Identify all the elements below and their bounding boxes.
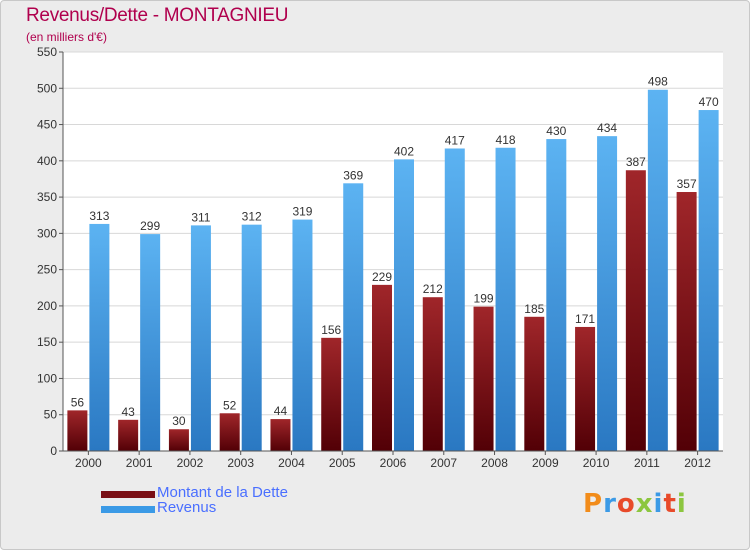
data-label-revenus: 417 — [445, 133, 465, 147]
bar-dette — [118, 419, 139, 451]
y-tick-label: 400 — [37, 154, 57, 168]
data-label-revenus: 319 — [292, 205, 312, 219]
logo-letter: t — [663, 489, 677, 519]
logo-letter: x — [635, 489, 654, 519]
bar-dette — [372, 284, 392, 451]
x-tick-label: 2000 — [75, 456, 102, 470]
data-label-revenus: 369 — [343, 168, 363, 182]
x-tick-label: 2001 — [126, 456, 153, 470]
x-tick-label: 2011 — [634, 456, 660, 470]
y-tick-label: 300 — [37, 226, 57, 240]
bar-dette — [219, 413, 240, 451]
data-label-dette: 229 — [372, 270, 392, 284]
bar-revenus — [89, 223, 110, 451]
y-tick-label: 350 — [37, 190, 57, 204]
chart-subtitle: (en milliers d'€) — [26, 30, 107, 44]
data-label-dette: 185 — [524, 302, 544, 316]
data-label-revenus: 402 — [394, 144, 414, 158]
y-tick-label: 250 — [37, 263, 57, 277]
bar-revenus — [546, 139, 567, 451]
chart-title: Revenus/Dette - MONTAGNIEU — [26, 5, 289, 26]
proxiti-logo: Proxiti — [583, 489, 687, 519]
x-tick-label: 2004 — [278, 456, 305, 470]
data-label-dette: 44 — [274, 404, 288, 418]
data-label-dette: 30 — [172, 414, 186, 428]
x-tick-label: 2006 — [380, 456, 407, 470]
bar-revenus — [597, 136, 618, 452]
y-tick-label: 500 — [37, 81, 57, 95]
bar-dette — [524, 316, 545, 451]
grid-lines — [63, 51, 723, 452]
bars: 56 313 43 299 30 311 52 312 44 319 156 369 229 402 212… — [67, 75, 719, 452]
bar-revenus — [241, 224, 262, 451]
data-label-dette: 43 — [121, 405, 135, 419]
legend-label-revenus: Revenus — [157, 499, 217, 516]
bar-revenus — [292, 219, 313, 451]
y-tick-label: 200 — [37, 299, 57, 313]
y-tick-label: 450 — [37, 118, 57, 132]
bar-dette — [575, 326, 596, 451]
data-label-revenus: 312 — [242, 210, 262, 224]
y-tick-label: 50 — [44, 408, 58, 422]
bar-dette — [168, 429, 189, 451]
bar-revenus — [343, 183, 364, 452]
data-label-revenus: 430 — [546, 124, 566, 138]
bar-revenus — [444, 148, 465, 451]
bar-dette — [625, 170, 646, 451]
x-tick-label: 2002 — [177, 456, 204, 470]
y-tick-label: 0 — [50, 444, 57, 458]
x-tick-label: 2005 — [329, 456, 356, 470]
x-tick-label: 2007 — [430, 456, 457, 470]
bar-dette — [270, 419, 291, 451]
data-label-revenus: 311 — [191, 210, 210, 224]
data-label-dette: 212 — [423, 282, 443, 296]
logo-letter: r — [603, 489, 617, 519]
data-label-revenus: 313 — [89, 209, 109, 223]
x-tick-label: 2012 — [684, 456, 711, 470]
bar-dette — [676, 192, 697, 451]
bar-revenus — [698, 110, 719, 451]
data-label-revenus: 418 — [496, 133, 516, 147]
axes: 0 50 100 150 200 250 300 350 400 450 500 550 2000 200… — [37, 45, 723, 470]
logo-letter: i — [653, 489, 664, 519]
bar-dette — [321, 337, 342, 451]
data-label-dette: 199 — [474, 292, 494, 306]
y-tick-label: 150 — [37, 335, 57, 349]
bar-revenus — [190, 225, 211, 451]
data-label-dette: 56 — [71, 395, 85, 409]
data-label-dette: 156 — [321, 323, 341, 337]
bar-dette — [422, 297, 443, 451]
bar-dette — [473, 306, 494, 451]
y-tick-label: 100 — [37, 371, 57, 385]
x-tick-label: 2003 — [227, 456, 254, 470]
bar-revenus — [140, 234, 161, 451]
legend-swatch-dette — [101, 491, 155, 498]
data-label-revenus: 434 — [597, 121, 617, 135]
y-tick-label: 550 — [37, 45, 57, 59]
bar-revenus — [495, 147, 516, 451]
data-label-dette: 387 — [626, 155, 646, 169]
logo-letter: o — [616, 489, 636, 519]
x-tick-label: 2008 — [481, 456, 508, 470]
logo-letter: i — [676, 489, 687, 519]
bar-revenus — [647, 89, 668, 451]
x-tick-label: 2010 — [583, 456, 610, 470]
data-label-revenus: 299 — [140, 219, 160, 233]
legend-label-dette: Montant de la Dette — [157, 484, 288, 501]
data-label-revenus: 470 — [699, 95, 719, 109]
data-label-dette: 171 — [575, 312, 595, 326]
bar-revenus — [394, 159, 414, 451]
data-label-revenus: 498 — [648, 75, 668, 89]
bar-dette — [67, 410, 88, 451]
data-label-dette: 357 — [677, 177, 697, 191]
data-label-dette: 52 — [223, 398, 237, 412]
x-tick-label: 2009 — [532, 456, 559, 470]
plot-area — [63, 52, 723, 451]
legend-swatch-revenus — [101, 506, 155, 513]
logo-letter: P — [583, 489, 604, 519]
